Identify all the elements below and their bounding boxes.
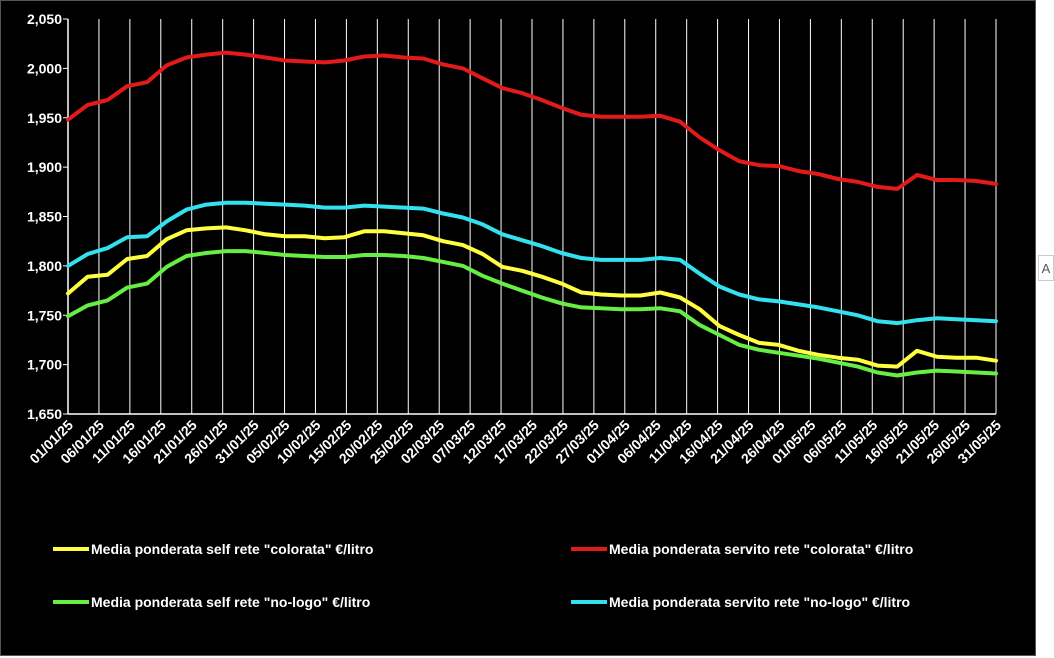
y-tick-label: 2,050 — [27, 11, 62, 27]
y-tick-label: 1,800 — [27, 258, 62, 274]
legend-label: Media ponderata self rete "colorata" €/l… — [91, 541, 373, 557]
series-line-1 — [66, 225, 998, 369]
y-tick-label: 1,700 — [27, 357, 62, 373]
legend-label: Media ponderata self rete "no-logo" €/li… — [91, 594, 370, 610]
axes — [63, 18, 996, 415]
side-tab-marker[interactable]: A — [1038, 255, 1054, 281]
series-line-2 — [66, 50, 998, 191]
series-line-3 — [66, 249, 998, 378]
series-lines — [66, 50, 998, 378]
chart-frame: 1,650 1,700 1,750 1,800 1,850 1,900 1,950 2,000… — [0, 0, 1036, 656]
legend-item-1: Media ponderata self rete "colorata" €/l… — [53, 541, 373, 557]
legend-label: Media ponderata servito rete "colorata" … — [609, 541, 913, 557]
legend-item-2: Media ponderata servito rete "colorata" … — [571, 541, 913, 557]
legend-item-3: Media ponderata self rete "no-logo" €/li… — [53, 594, 370, 610]
x-axis-tick-labels: 01/01/2506/01/2511/01/2516/01/2521/01/25… — [26, 417, 1004, 467]
series-line-4 — [66, 200, 998, 326]
y-tick-label: 2,000 — [27, 60, 62, 76]
y-tick-label: 1,950 — [27, 110, 62, 126]
legend-label: Media ponderata servito rete "no-logo" €… — [609, 594, 910, 610]
y-tick-label: 1,900 — [27, 159, 62, 175]
y-tick-label: 1,850 — [27, 209, 62, 225]
y-axis-tick-labels: 1,650 1,700 1,750 1,800 1,850 1,900 1,950 2,000… — [27, 11, 62, 422]
line-chart: 1,650 1,700 1,750 1,800 1,850 1,900 1,950 2,000… — [26, 11, 1004, 610]
legend: Media ponderata self rete "colorata" €/l… — [53, 541, 913, 610]
grid-lines — [98, 19, 997, 414]
y-tick-label: 1,650 — [27, 406, 62, 422]
legend-item-4: Media ponderata servito rete "no-logo" €… — [571, 594, 910, 610]
y-tick-label: 1,750 — [27, 307, 62, 323]
